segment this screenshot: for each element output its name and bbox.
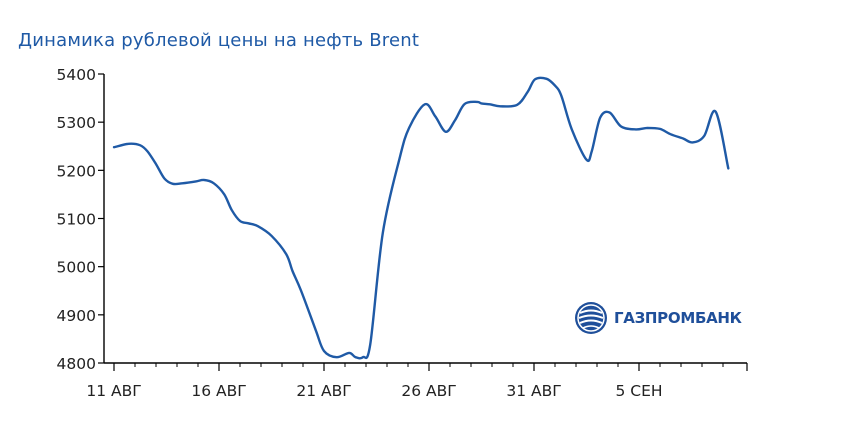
y-tick-label: 4900	[57, 307, 96, 325]
gazprombank-emblem-icon	[575, 302, 607, 334]
x-tick-label: 31 АВГ	[506, 382, 561, 400]
logo-text: ГАЗПРОМБАНК	[614, 309, 742, 327]
y-tick-label: 5100	[57, 211, 96, 229]
x-tick-label: 5 СЕН	[615, 382, 662, 400]
x-axis: 11 АВГ 16 АВГ 21 АВГ 26 АВГ 31 АВГ 5 СЕН	[86, 362, 748, 400]
y-axis: 4800 4900 5000 5100 5200 5300 5400	[57, 66, 105, 373]
y-tick-label: 5200	[57, 162, 96, 180]
gazprombank-logo: ГАЗПРОМБАНК	[574, 301, 742, 335]
series-group	[112, 76, 730, 360]
x-tick-label: 21 АВГ	[296, 382, 351, 400]
y-tick-label: 5400	[57, 66, 96, 84]
x-tick-label: 16 АВГ	[191, 382, 246, 400]
chart-title: Динамика рублевой цены на нефть Brent	[18, 30, 420, 51]
series-line	[112, 76, 730, 360]
x-tick-label: 11 АВГ	[86, 382, 141, 400]
y-tick-label: 5000	[57, 259, 96, 277]
y-tick-label: 4800	[57, 355, 96, 373]
x-tick-label: 26 АВГ	[401, 382, 456, 400]
y-tick-label: 5300	[57, 114, 96, 132]
